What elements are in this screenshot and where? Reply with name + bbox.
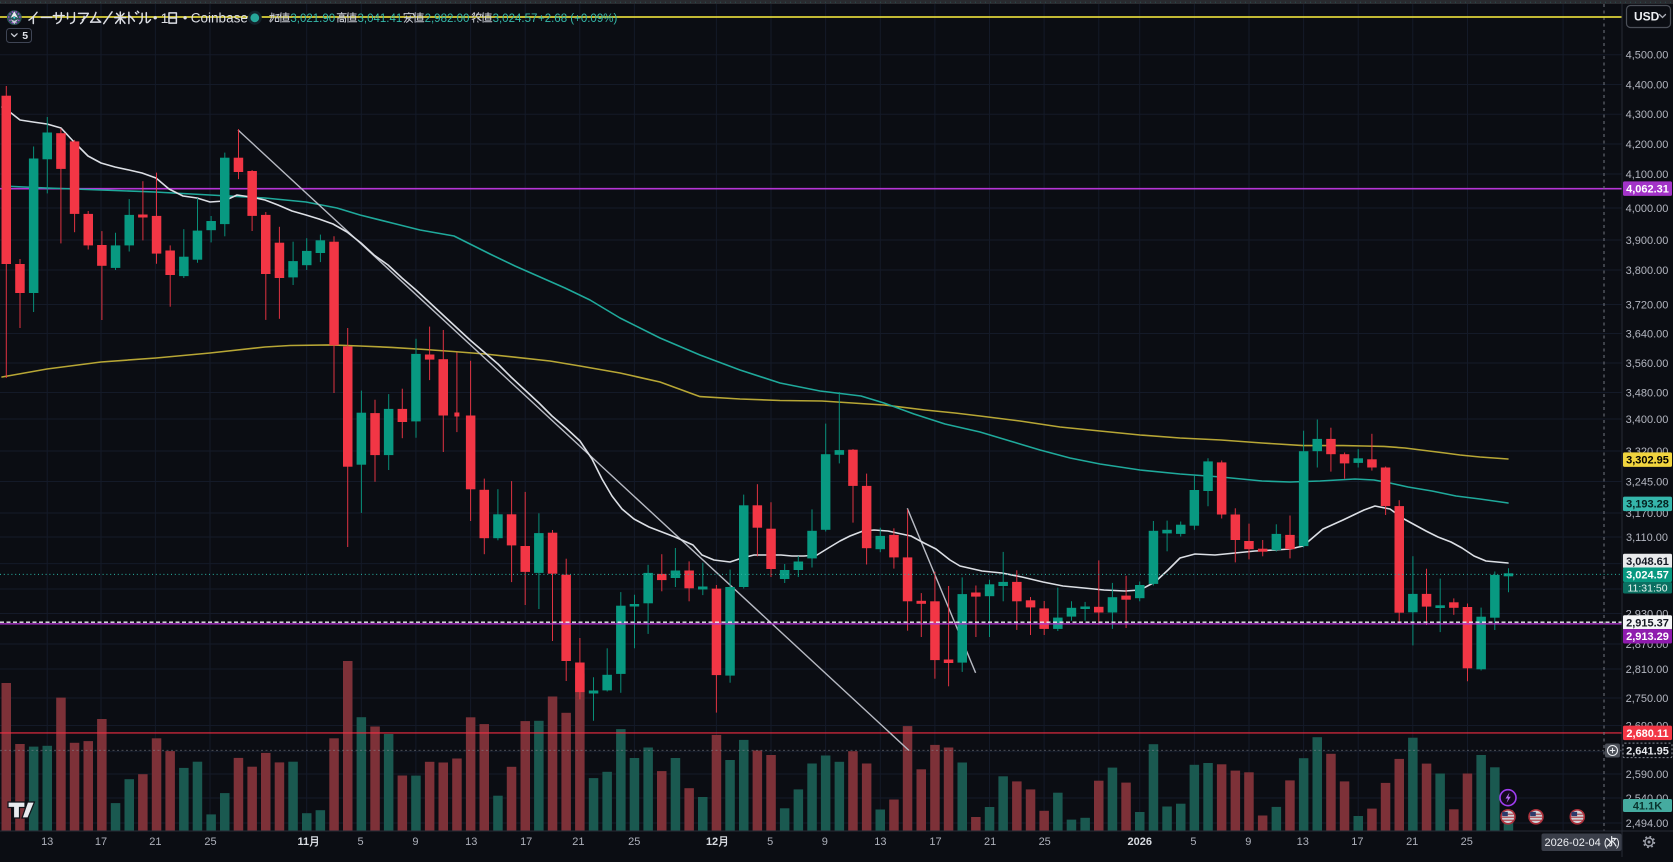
svg-text:5: 5 [22,30,28,42]
svg-text:2026-02-04 (: 2026-02-04 ( [1545,837,1608,849]
svg-text:21: 21 [984,836,996,848]
svg-text:3,302.95: 3,302.95 [1626,455,1669,467]
svg-text:25: 25 [1461,836,1473,848]
svg-text:2,680.11: 2,680.11 [1626,728,1668,740]
svg-text:25: 25 [628,836,640,848]
svg-text:2,641.95: 2,641.95 [1626,745,1669,757]
svg-text:2,913.29: 2,913.29 [1626,631,1669,643]
svg-text:9: 9 [412,836,418,848]
svg-text:3,193.28: 3,193.28 [1626,499,1669,511]
svg-text:4,500.00: 4,500.00 [1626,50,1669,62]
svg-text:13: 13 [874,836,886,848]
svg-text:3,021.90: 3,021.90 [290,13,335,25]
svg-text:5: 5 [1190,836,1196,848]
svg-text:41.1K: 41.1K [1633,800,1662,812]
svg-text:3,640.00: 3,640.00 [1626,328,1669,340]
svg-text:3,024.57: 3,024.57 [1626,570,1669,582]
svg-text:13: 13 [465,836,477,848]
svg-text:3,900.00: 3,900.00 [1626,235,1669,247]
svg-text:9: 9 [822,836,828,848]
svg-text:21: 21 [572,836,584,848]
svg-text:5: 5 [357,836,363,848]
svg-text:3,400.00: 3,400.00 [1626,414,1669,426]
svg-text:2,494.00: 2,494.00 [1626,818,1669,830]
svg-text:3,800.00: 3,800.00 [1626,265,1669,277]
svg-text:3,560.00: 3,560.00 [1626,358,1669,370]
svg-text:2026: 2026 [1128,836,1152,848]
svg-text:17: 17 [95,836,107,848]
svg-text:4,062.31: 4,062.31 [1626,184,1669,196]
svg-text:5: 5 [767,836,773,848]
svg-text:USD: USD [1634,10,1660,24]
svg-text:2,915.37: 2,915.37 [1626,617,1669,629]
svg-text:3,245.00: 3,245.00 [1626,476,1669,488]
svg-text:3,048.61: 3,048.61 [1626,556,1669,568]
svg-text:4,100.00: 4,100.00 [1626,169,1669,181]
svg-text:25: 25 [204,836,216,848]
svg-text:21: 21 [1406,836,1418,848]
svg-text:3,110.00: 3,110.00 [1626,532,1668,544]
svg-text:12: 12 [706,836,718,848]
svg-text:3,480.00: 3,480.00 [1626,387,1669,399]
svg-text:4,000.00: 4,000.00 [1626,203,1669,215]
svg-text:17: 17 [520,836,532,848]
svg-text:25: 25 [1039,836,1051,848]
svg-text:17: 17 [1351,836,1363,848]
svg-text:9: 9 [1245,836,1251,848]
svg-text:11: 11 [297,836,309,848]
svg-text:1: 1 [161,10,169,26]
svg-text:2,810.00: 2,810.00 [1626,664,1669,676]
svg-text:Coinbase: Coinbase [191,11,248,26]
svg-text:21: 21 [149,836,161,848]
svg-text:11:31:50: 11:31:50 [1627,583,1667,595]
svg-text:17: 17 [929,836,941,848]
svg-text:4,300.00: 4,300.00 [1626,109,1669,121]
svg-text:2,590.00: 2,590.00 [1626,769,1669,781]
svg-text:13: 13 [41,836,53,848]
svg-text:13: 13 [1297,836,1309,848]
svg-text:2,750.00: 2,750.00 [1626,693,1669,705]
svg-text:+2.68 (+0.09%): +2.68 (+0.09%) [538,13,617,25]
svg-text:3,041.41: 3,041.41 [358,13,403,25]
svg-text:4,200.00: 4,200.00 [1626,139,1669,151]
svg-text:): ) [1616,837,1620,849]
svg-text:3,024.57: 3,024.57 [493,13,538,25]
svg-text:4,400.00: 4,400.00 [1626,79,1669,91]
svg-text:2,982.00: 2,982.00 [425,13,470,25]
svg-text:3,720.00: 3,720.00 [1626,299,1669,311]
